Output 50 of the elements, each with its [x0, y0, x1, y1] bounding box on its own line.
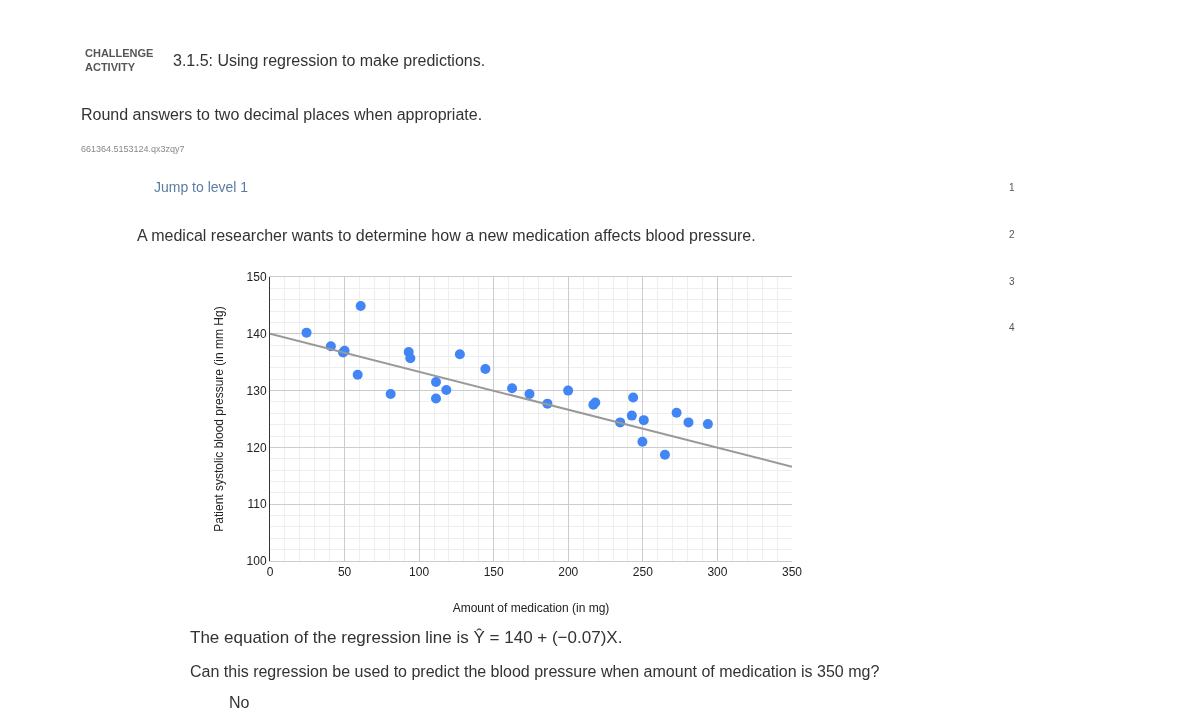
- y-tick-label: 120: [246, 440, 267, 455]
- point: [431, 377, 441, 388]
- text: The equation of the regression line is Ŷ = 140 + (−0.07)X.: [190, 628, 623, 647]
- y-tick-label: 150: [246, 270, 267, 285]
- text: Round answers to two decimal places when appropriate.: [81, 106, 483, 123]
- point: [671, 407, 682, 418]
- text: Jump to level 1: [154, 179, 249, 195]
- x-tick-label: 0: [266, 565, 274, 580]
- text: 3.1.5: Using regression to make predictions.: [173, 52, 486, 69]
- point: [385, 389, 396, 400]
- point: [352, 369, 363, 380]
- point: [507, 383, 518, 394]
- x-tick-label: 250: [632, 565, 654, 580]
- point: [628, 392, 639, 403]
- point: [441, 385, 452, 396]
- y-tick-label: 130: [246, 383, 267, 398]
- x-axis-title: Amount of medication (in mg): [452, 601, 610, 616]
- x-tick-label: 200: [558, 565, 579, 580]
- y-tick-label: 110: [247, 497, 267, 512]
- point: [637, 436, 648, 447]
- point: [431, 393, 441, 404]
- text: 4: [1009, 322, 1015, 333]
- y-tick-label: 140: [246, 327, 267, 341]
- point: [524, 389, 535, 400]
- point: [480, 364, 491, 375]
- y-axis-title: Patient systolic blood pressure (in mm Hg): [211, 306, 226, 532]
- point: [626, 410, 637, 421]
- text: 1: [1009, 182, 1015, 193]
- x-tick-label: 50: [337, 565, 352, 580]
- point: [659, 449, 670, 460]
- point: [355, 300, 366, 311]
- point: [563, 385, 574, 396]
- point: [454, 349, 465, 360]
- point: [405, 353, 416, 364]
- text: A medical researcher wants to determine how a new medication affects blood pressure.: [137, 227, 756, 244]
- point: [683, 417, 694, 428]
- x-tick-label: 350: [781, 565, 803, 580]
- point: [702, 419, 713, 430]
- text: 2: [1009, 229, 1015, 240]
- text: Can this regression be used to predict the blood pressure when amount of medication is 350 mg?: [190, 663, 880, 680]
- text: No: [229, 694, 250, 711]
- x-tick-label: 150: [483, 565, 505, 580]
- x-tick-label: 300: [707, 565, 728, 580]
- point: [301, 327, 312, 338]
- text: 3: [1009, 276, 1015, 287]
- x-tick-label: 100: [409, 565, 430, 580]
- text: CHALLENGE ACTIVITY: [85, 47, 154, 74]
- y-tick-label: 100: [246, 554, 267, 569]
- text: 661364.5153124.qx3zqy7: [81, 144, 185, 154]
- point: [638, 415, 649, 426]
